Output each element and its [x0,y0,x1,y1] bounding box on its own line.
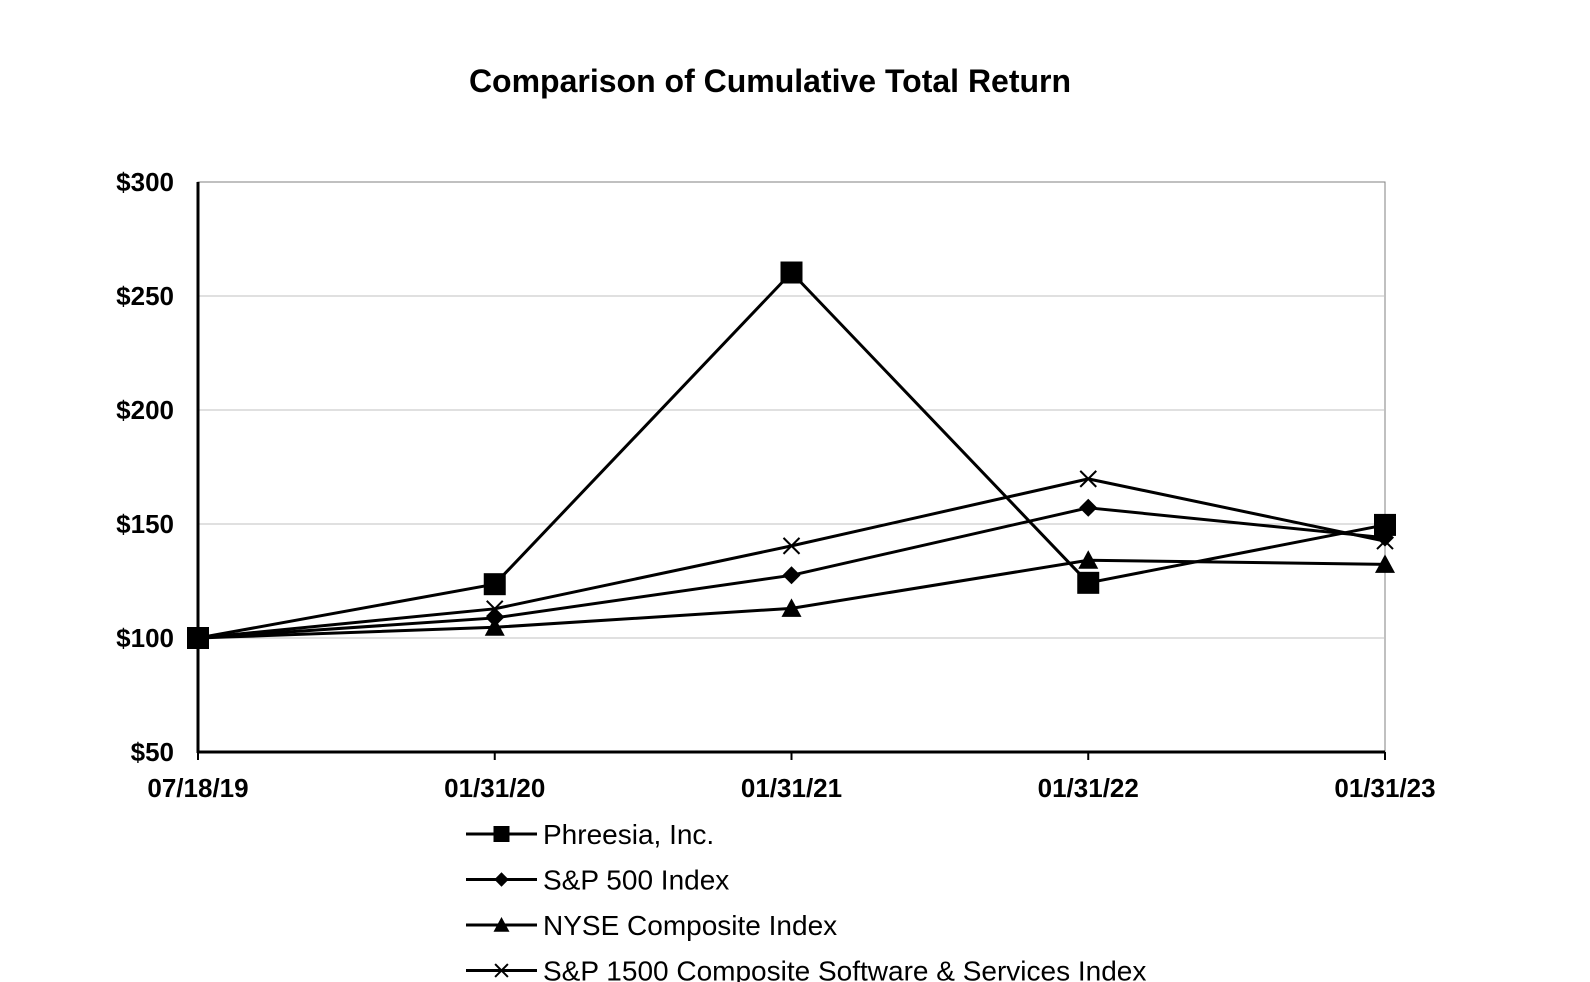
data-point [1374,513,1396,536]
legend-entry: NYSE Composite Index [466,910,837,941]
data-point [1077,571,1100,594]
legend: Phreesia, Inc. S&P 500 Index NYSE Composit… [466,819,1146,982]
data-point [1376,532,1394,550]
legend-label: S&P 1500 Composite Software & Services I… [543,956,1146,982]
x-marker-stroke [494,963,509,978]
chart-title: Comparison of Cumulative Total Return [469,63,1071,99]
data-point [781,598,802,617]
legend-marker [494,963,509,978]
data-point [483,573,506,596]
series-0 [187,261,1396,649]
data-point [189,629,207,647]
data-point [484,617,505,636]
y-tick-label: $250 [116,281,174,311]
x-marker-stroke [486,600,504,618]
legend-marker [493,826,510,842]
data-point [1079,470,1097,488]
data-point [1376,528,1394,547]
series-3 [189,470,1394,647]
legend-marker [493,917,510,932]
legend-label: NYSE Composite Index [543,910,837,941]
y-tick-label: $50 [131,737,174,767]
x-tick-label: 07/18/19 [147,773,248,803]
series-1 [189,498,1394,647]
data-point [782,566,801,585]
x-tick-label: 01/31/22 [1038,773,1139,803]
legend-marker [494,872,509,887]
data-point [1079,498,1098,517]
x-tick-label: 01/31/20 [444,773,545,803]
series-2 [188,550,1395,647]
data-point [1375,554,1395,573]
y-tick-label: $100 [116,623,174,653]
data-point [780,261,803,284]
y-tick-label: $150 [116,509,174,539]
data-point [782,537,801,555]
y-tick-label: $200 [116,395,174,425]
legend-entry: S&P 500 Index [466,865,729,896]
data-series [187,261,1396,649]
data-point [1078,550,1099,569]
x-marker-stroke [189,629,207,647]
axes: $50 $100 $150 $200 $250 $300 07/18/19 01/31/20 0… [116,167,1435,803]
x-marker-stroke [1376,532,1394,550]
x-tick-label: 01/31/23 [1334,773,1435,803]
legend-label: Phreesia, Inc. [543,819,714,850]
x-marker-stroke [782,537,801,555]
legend-entry: Phreesia, Inc. [466,819,714,850]
y-tick-label: $300 [116,167,174,197]
x-marker-stroke [1079,470,1097,488]
data-point [486,600,504,618]
x-tick-label: 01/31/21 [741,773,842,803]
legend-label: S&P 500 Index [543,865,729,896]
legend-entry: S&P 1500 Composite Software & Services I… [466,956,1146,982]
